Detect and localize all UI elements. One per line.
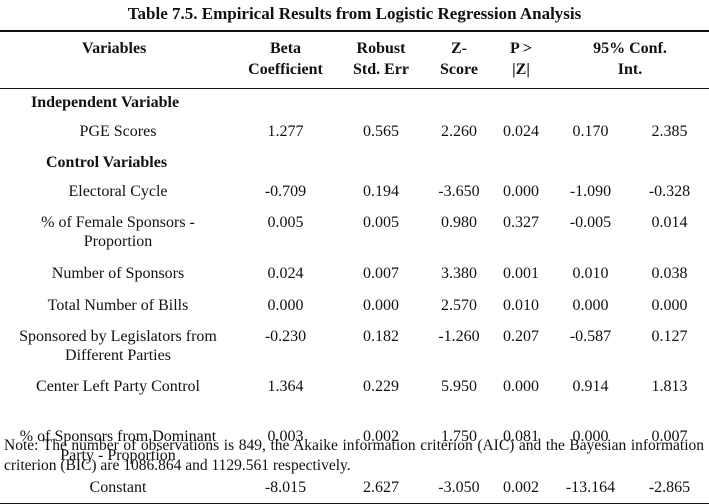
section-heading: Control Variables bbox=[46, 154, 168, 171]
row-value: -0.328 bbox=[648, 183, 691, 200]
row-label: Total Number of Bills bbox=[47, 297, 189, 314]
row-value: 0.327 bbox=[503, 214, 539, 231]
header-p-value: P > |Z| bbox=[491, 30, 551, 89]
row-value: -1.090 bbox=[569, 183, 612, 200]
table-row: % of Female Sponsors - Proportion 0.005 0.… bbox=[0, 209, 709, 259]
row-value: -0.587 bbox=[569, 328, 612, 345]
row-label: PGE Scores bbox=[79, 123, 157, 140]
row-value: -0.709 bbox=[264, 183, 307, 200]
row-label: Center Left Party Control bbox=[36, 378, 200, 395]
row-label: % of Sponsors from Dominant Party - Prop… bbox=[19, 428, 217, 464]
table-row: Number of Sponsors 0.024 0.007 3.380 0.001 0.… bbox=[0, 259, 709, 291]
header-row: Variables Beta Coefficient Robust Std. E… bbox=[0, 30, 709, 89]
table-row: Sponsored by Legislators from Different … bbox=[0, 323, 709, 373]
table-note: Note: The number of observations is 849,… bbox=[4, 437, 704, 474]
row-value: 2.570 bbox=[441, 297, 477, 314]
row-value: -0.005 bbox=[569, 214, 612, 231]
row-value: 0.010 bbox=[503, 297, 539, 314]
row-value: -2.865 bbox=[630, 473, 709, 504]
row-value: 1.750 bbox=[441, 428, 477, 445]
header-variables: Variables bbox=[0, 30, 236, 89]
row-label: Electoral Cycle bbox=[68, 183, 168, 200]
row-value: 2.385 bbox=[651, 123, 688, 140]
row-value: -3.650 bbox=[438, 183, 480, 200]
table-row: Electoral Cycle -0.709 0.194 -3.650 0.000 -1.… bbox=[0, 177, 709, 209]
row-value: -1.260 bbox=[438, 328, 480, 345]
row-label: Sponsored by Legislators from Different … bbox=[19, 328, 217, 364]
section-row: Independent Variable bbox=[0, 89, 709, 118]
row-value: 0.980 bbox=[441, 214, 477, 231]
row-value: 0.014 bbox=[651, 214, 688, 231]
table-row: Constant -8.015 2.627 -3.050 0.002 -13.164 -2.… bbox=[0, 473, 709, 504]
row-value: 1.364 bbox=[267, 378, 304, 395]
regression-table: Variables Beta Coefficient Robust Std. E… bbox=[0, 30, 709, 504]
row-value: 0.000 bbox=[572, 428, 609, 445]
row-value: 0.002 bbox=[363, 428, 399, 445]
row-value: 0.024 bbox=[503, 123, 539, 140]
row-value: 0.565 bbox=[363, 123, 399, 140]
row-label: % of Female Sponsors - Proportion bbox=[41, 214, 195, 250]
header-conf-int: 95% Conf. Int. bbox=[551, 30, 709, 89]
row-value: 2.260 bbox=[441, 123, 477, 140]
row-value: 0.007 bbox=[651, 428, 688, 445]
table-row: % of Sponsors from Dominant Party - Prop… bbox=[0, 423, 709, 473]
row-value: -0.230 bbox=[264, 328, 307, 345]
table-row: Center Left Party Control 1.364 0.229 5.950… bbox=[0, 373, 709, 423]
row-value: 0.000 bbox=[503, 378, 539, 395]
row-value: 0.007 bbox=[363, 265, 399, 282]
row-value: 0.000 bbox=[363, 297, 399, 314]
row-value: 0.038 bbox=[651, 265, 688, 282]
row-value: 0.000 bbox=[572, 297, 609, 314]
row-value: 0.003 bbox=[267, 428, 304, 445]
row-value: 0.194 bbox=[363, 183, 399, 200]
section-heading: Independent Variable bbox=[31, 94, 180, 111]
row-label: Number of Sponsors bbox=[51, 265, 185, 282]
row-value: 0.207 bbox=[503, 328, 539, 345]
row-value: 0.000 bbox=[267, 297, 304, 314]
row-value: 1.813 bbox=[651, 378, 688, 395]
row-value: 0.002 bbox=[491, 473, 551, 504]
row-value: 0.182 bbox=[363, 328, 399, 345]
section-row: Control Variables bbox=[0, 149, 709, 177]
row-value: -3.050 bbox=[427, 473, 491, 504]
row-value: 0.914 bbox=[572, 378, 609, 395]
row-value: 5.950 bbox=[441, 378, 477, 395]
row-value: -13.164 bbox=[551, 473, 630, 504]
table-title: Table 7.5. Empirical Results from Logist… bbox=[127, 4, 582, 23]
row-value: 0.127 bbox=[651, 328, 688, 345]
row-value: 0.010 bbox=[572, 265, 609, 282]
row-value: 0.170 bbox=[572, 123, 609, 140]
row-value: 0.081 bbox=[503, 428, 539, 445]
row-value: 0.005 bbox=[267, 214, 304, 231]
row-value: -8.015 bbox=[236, 473, 335, 504]
header-z-score: Z-Score bbox=[427, 30, 491, 89]
row-value: 0.005 bbox=[363, 214, 399, 231]
table-row: Total Number of Bills 0.000 0.000 2.570 0.01… bbox=[0, 291, 709, 323]
row-value: 2.627 bbox=[335, 473, 427, 504]
row-value: 0.024 bbox=[267, 265, 304, 282]
row-label: Constant bbox=[0, 473, 236, 504]
row-value: 0.229 bbox=[363, 378, 399, 395]
table-row: PGE Scores 1.277 0.565 2.260 0.024 0.170 2.385 bbox=[0, 117, 709, 149]
header-robust-std-err: Robust Std. Err bbox=[335, 30, 427, 89]
row-value: 3.380 bbox=[441, 265, 477, 282]
row-value: 0.000 bbox=[651, 297, 688, 314]
header-beta-coefficient: Beta Coefficient bbox=[236, 30, 335, 89]
row-value: 0.001 bbox=[503, 265, 539, 282]
row-value: 0.000 bbox=[503, 183, 539, 200]
row-value: 1.277 bbox=[267, 123, 304, 140]
